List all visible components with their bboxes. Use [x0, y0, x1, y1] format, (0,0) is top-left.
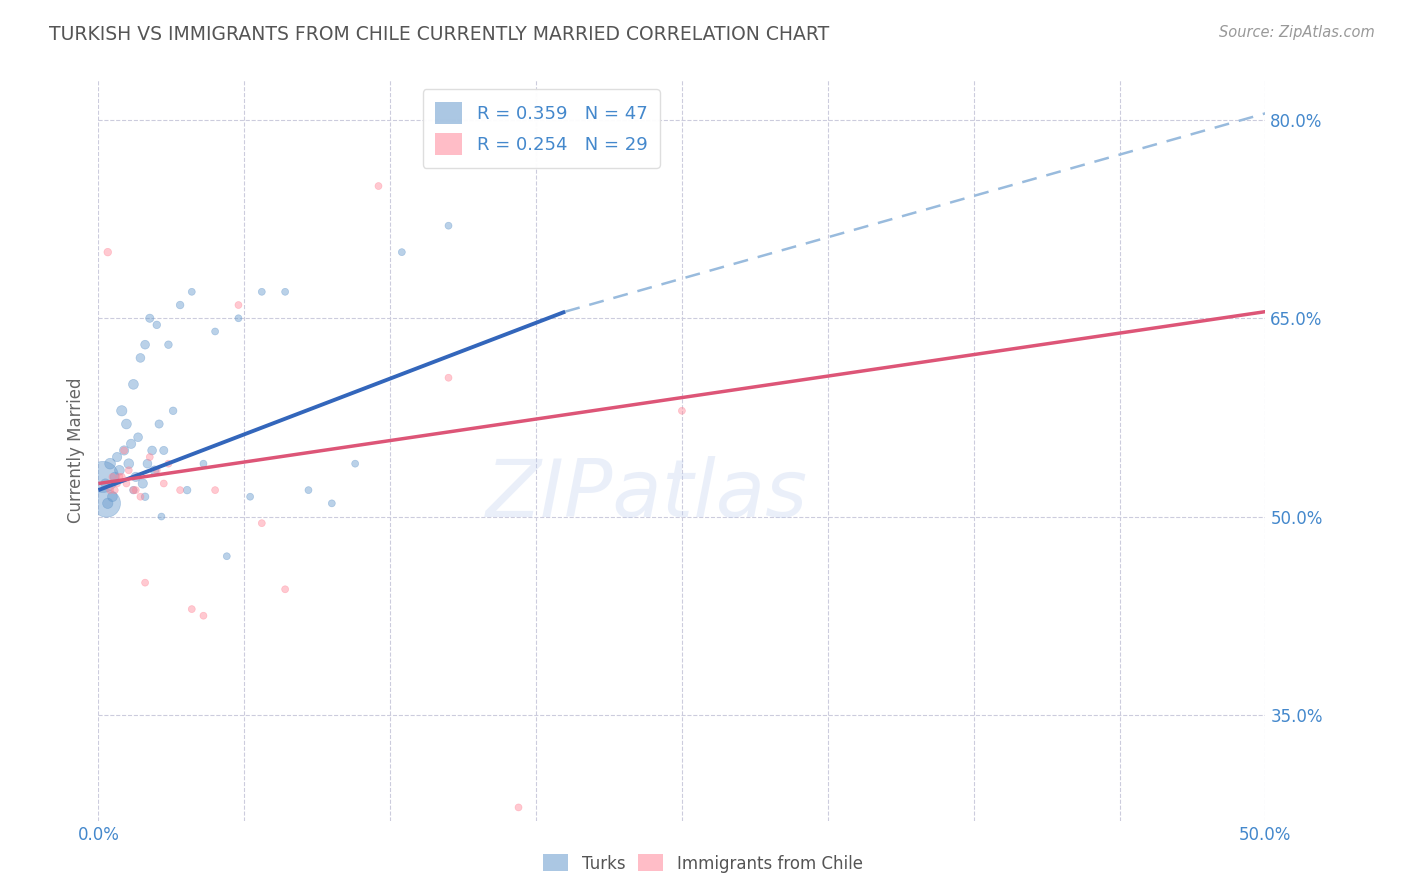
- Point: [671, 404, 693, 418]
- Point: [139, 311, 162, 326]
- Point: [141, 443, 163, 458]
- Point: [98, 457, 121, 471]
- Point: [169, 298, 191, 312]
- Point: [118, 463, 141, 477]
- Point: [228, 298, 250, 312]
- Point: [111, 470, 134, 484]
- Point: [180, 602, 202, 616]
- Point: [146, 463, 169, 477]
- Point: [134, 337, 156, 351]
- Point: [115, 417, 138, 431]
- Text: ZIPatlas: ZIPatlas: [486, 456, 808, 534]
- Point: [115, 476, 138, 491]
- Point: [125, 470, 148, 484]
- Point: [250, 285, 273, 299]
- Point: [157, 457, 180, 471]
- Legend: R = 0.359   N = 47, R = 0.254   N = 29: R = 0.359 N = 47, R = 0.254 N = 29: [423, 89, 659, 168]
- Point: [105, 476, 128, 491]
- Point: [122, 483, 145, 497]
- Point: [120, 437, 142, 451]
- Point: [125, 483, 148, 497]
- Point: [136, 457, 159, 471]
- Text: Source: ZipAtlas.com: Source: ZipAtlas.com: [1219, 25, 1375, 40]
- Point: [176, 483, 198, 497]
- Point: [321, 496, 343, 510]
- Point: [122, 483, 145, 497]
- Point: [112, 443, 135, 458]
- Point: [104, 470, 127, 484]
- Point: [129, 490, 152, 504]
- Point: [101, 490, 124, 504]
- Point: [112, 443, 135, 458]
- Point: [367, 179, 389, 194]
- Point: [162, 404, 184, 418]
- Point: [204, 325, 226, 339]
- Point: [118, 457, 141, 471]
- Y-axis label: Currently Married: Currently Married: [66, 377, 84, 524]
- Point: [104, 483, 127, 497]
- Point: [97, 496, 120, 510]
- Point: [437, 370, 460, 384]
- Point: [150, 509, 173, 524]
- Point: [148, 417, 170, 431]
- Point: [180, 285, 202, 299]
- Point: [101, 470, 124, 484]
- Point: [152, 443, 174, 458]
- Point: [96, 496, 118, 510]
- Point: [134, 575, 156, 590]
- Point: [169, 483, 191, 497]
- Point: [204, 483, 226, 497]
- Point: [108, 470, 131, 484]
- Point: [239, 490, 262, 504]
- Point: [274, 582, 297, 597]
- Point: [122, 377, 145, 392]
- Point: [215, 549, 238, 564]
- Point: [228, 311, 250, 326]
- Point: [139, 450, 162, 464]
- Point: [437, 219, 460, 233]
- Point: [105, 450, 128, 464]
- Point: [391, 245, 413, 260]
- Point: [193, 608, 215, 623]
- Point: [193, 457, 215, 471]
- Point: [297, 483, 319, 497]
- Point: [146, 318, 169, 332]
- Point: [98, 483, 121, 497]
- Point: [152, 476, 174, 491]
- Point: [250, 516, 273, 531]
- Point: [132, 476, 155, 491]
- Point: [111, 404, 134, 418]
- Legend: Turks, Immigrants from Chile: Turks, Immigrants from Chile: [537, 847, 869, 880]
- Text: TURKISH VS IMMIGRANTS FROM CHILE CURRENTLY MARRIED CORRELATION CHART: TURKISH VS IMMIGRANTS FROM CHILE CURRENT…: [49, 25, 830, 44]
- Point: [134, 490, 156, 504]
- Point: [94, 476, 117, 491]
- Point: [97, 245, 120, 260]
- Point: [508, 800, 530, 814]
- Point: [127, 430, 149, 444]
- Point: [129, 351, 152, 365]
- Point: [91, 470, 114, 484]
- Point: [157, 337, 180, 351]
- Point: [344, 457, 367, 471]
- Point: [108, 463, 131, 477]
- Point: [143, 463, 166, 477]
- Point: [274, 285, 297, 299]
